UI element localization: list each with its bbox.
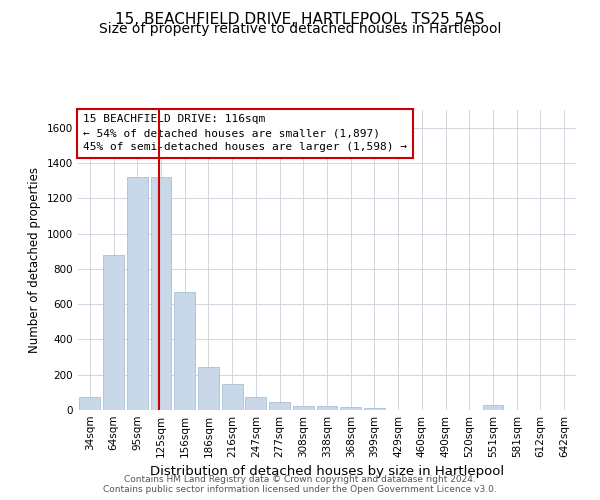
Text: Size of property relative to detached houses in Hartlepool: Size of property relative to detached ho… (99, 22, 501, 36)
Bar (269, 402, 290, 410)
Bar (174, 292, 195, 410)
Bar (79, 397, 100, 410)
Bar (103, 254, 124, 410)
Bar (245, 397, 266, 410)
Bar (151, 177, 172, 410)
X-axis label: Distribution of detached houses by size in Hartlepool: Distribution of detached houses by size … (150, 466, 504, 478)
Text: 15 BEACHFIELD DRIVE: 116sqm
← 54% of detached houses are smaller (1,897)
45% of : 15 BEACHFIELD DRIVE: 116sqm ← 54% of det… (83, 114, 407, 152)
Bar (482, 404, 503, 410)
Bar (293, 406, 314, 410)
Bar (364, 408, 385, 410)
Bar (317, 406, 337, 410)
Y-axis label: Number of detached properties: Number of detached properties (28, 167, 41, 353)
Bar (222, 384, 242, 410)
Text: 15, BEACHFIELD DRIVE, HARTLEPOOL, TS25 5AS: 15, BEACHFIELD DRIVE, HARTLEPOOL, TS25 5… (115, 12, 485, 28)
Text: Contains public sector information licensed under the Open Government Licence v3: Contains public sector information licen… (103, 485, 497, 494)
Bar (340, 408, 361, 410)
Bar (198, 367, 219, 410)
Text: Contains HM Land Registry data © Crown copyright and database right 2024.: Contains HM Land Registry data © Crown c… (124, 475, 476, 484)
Bar (127, 177, 148, 410)
